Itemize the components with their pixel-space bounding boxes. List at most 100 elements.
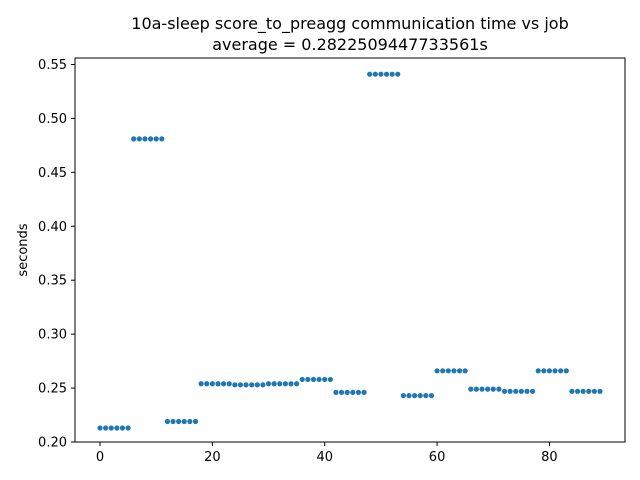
data-point <box>428 393 435 399</box>
data-point <box>507 388 513 394</box>
data-point <box>226 381 232 387</box>
data-point <box>552 368 558 374</box>
y-tick-label: 0.25 <box>38 382 67 397</box>
data-point <box>176 418 182 425</box>
data-point <box>586 388 592 394</box>
data-point <box>333 389 339 395</box>
data-point <box>541 368 547 374</box>
data-point <box>338 389 345 395</box>
data-point <box>153 136 159 142</box>
data-point <box>569 388 575 394</box>
data-point <box>108 425 114 431</box>
y-tick-label: 0.30 <box>38 328 67 343</box>
chart-subtitle: average = 0.2822509447733561s <box>212 35 488 54</box>
data-point <box>473 386 480 392</box>
data-point <box>574 388 581 394</box>
y-tick-label: 0.50 <box>38 112 67 127</box>
data-point <box>350 389 356 395</box>
data-point <box>451 368 457 374</box>
data-point <box>159 136 165 142</box>
data-point <box>563 368 569 374</box>
data-point <box>529 388 536 394</box>
data-point <box>131 136 137 142</box>
data-point <box>389 71 395 77</box>
data-point <box>119 425 126 431</box>
x-tick-label: 0 <box>96 450 104 465</box>
data-point <box>597 388 603 394</box>
data-point <box>170 418 176 425</box>
data-point <box>142 136 148 142</box>
data-point <box>468 386 474 392</box>
data-point <box>513 388 519 394</box>
data-point <box>103 425 109 431</box>
y-axis-label: seconds <box>16 223 31 276</box>
y-tick-label: 0.35 <box>38 274 67 289</box>
data-point <box>260 382 266 388</box>
data-point <box>237 382 244 388</box>
x-tick-label: 60 <box>429 450 446 465</box>
data-point <box>187 418 193 425</box>
data-point <box>383 71 390 77</box>
data-point <box>271 381 277 387</box>
data-point <box>125 425 131 431</box>
data-point <box>209 381 215 387</box>
data-point <box>395 71 401 77</box>
data-point <box>496 386 502 392</box>
data-point <box>417 393 423 399</box>
data-point <box>97 425 103 431</box>
data-point <box>204 381 210 387</box>
data-point <box>400 393 406 399</box>
data-point <box>316 376 322 383</box>
y-tick-label: 0.55 <box>38 58 67 73</box>
x-tick-label: 20 <box>204 450 221 465</box>
data-point <box>114 425 120 431</box>
x-tick-label: 40 <box>316 450 333 465</box>
data-point <box>518 388 524 394</box>
data-point <box>249 382 255 388</box>
data-point <box>535 368 541 374</box>
data-point <box>445 368 451 374</box>
data-point <box>378 71 384 77</box>
plot-area-frame <box>74 57 626 443</box>
data-point <box>181 418 187 425</box>
data-points <box>97 71 603 431</box>
data-point <box>282 381 288 387</box>
data-point <box>322 376 328 383</box>
data-point <box>580 388 586 394</box>
data-point <box>501 388 508 394</box>
data-point <box>406 393 412 399</box>
data-point <box>215 381 221 387</box>
data-point <box>361 389 367 395</box>
y-tick-label: 0.45 <box>38 166 67 181</box>
data-point <box>367 71 373 77</box>
data-point <box>327 376 333 383</box>
data-point <box>232 382 238 388</box>
data-point <box>372 71 378 77</box>
data-point <box>310 376 317 383</box>
data-point <box>294 381 300 387</box>
data-point <box>591 388 597 394</box>
data-point <box>434 368 440 374</box>
data-point <box>254 382 260 388</box>
data-point <box>490 386 496 392</box>
data-point <box>423 393 429 399</box>
data-point <box>265 381 272 387</box>
data-point <box>546 368 553 374</box>
data-point <box>299 376 305 383</box>
data-point <box>198 381 204 387</box>
data-point <box>558 368 564 374</box>
data-point <box>147 136 154 142</box>
data-point <box>344 389 350 395</box>
data-point <box>479 386 485 392</box>
chart-title: 10a-sleep score_to_preagg communication … <box>131 14 568 34</box>
data-point <box>462 368 468 374</box>
y-tick-label: 0.40 <box>38 220 67 235</box>
data-point <box>456 368 463 374</box>
data-point <box>524 388 530 394</box>
data-point <box>164 418 171 425</box>
data-point <box>440 368 446 374</box>
y-axis-ticks: 0.20 0.25 0.30 0.35 0.40 0.45 0.50 0.55 <box>38 58 75 451</box>
data-point <box>220 381 227 387</box>
